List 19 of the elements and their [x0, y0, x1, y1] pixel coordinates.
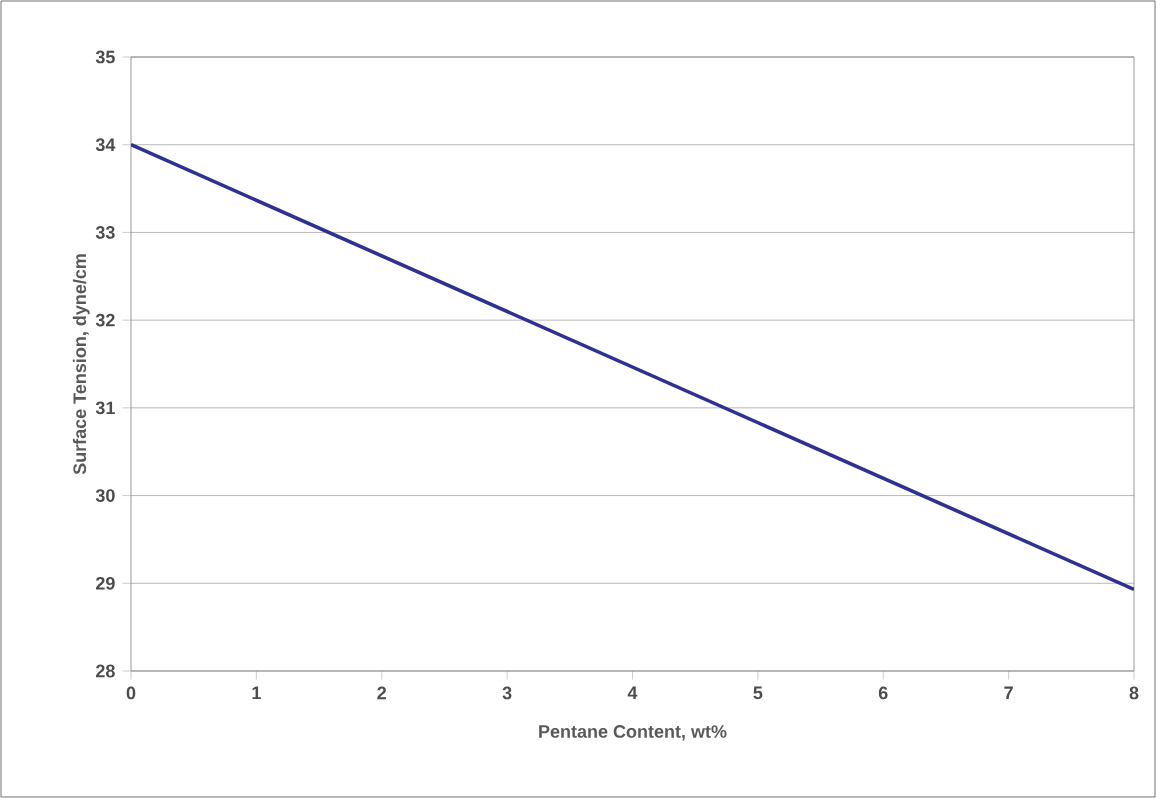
- x-tick-label: 5: [753, 686, 763, 700]
- x-tick-label: 0: [126, 686, 136, 700]
- x-tick-label: 3: [502, 686, 512, 700]
- y-tick-label: 30: [95, 489, 115, 502]
- y-tick-label: 28: [96, 664, 115, 678]
- y-tick-label: 29: [96, 576, 115, 590]
- y-tick-label: 33: [95, 226, 115, 239]
- x-tick-label: 4: [627, 686, 638, 699]
- y-axis-title: Surface Tension, dyne/cm: [72, 254, 90, 475]
- x-tick-label: 7: [1004, 686, 1013, 699]
- y-tick-label: 32: [95, 313, 115, 327]
- x-tick-label: 6: [878, 686, 888, 700]
- y-tick-label: 31: [95, 401, 115, 415]
- x-tick-label: 1: [252, 686, 261, 699]
- y-tick-label: 35: [95, 50, 115, 64]
- y-tick-label: 34: [95, 138, 116, 152]
- x-tick-label: 8: [1129, 686, 1139, 700]
- x-axis-title: Pentane Content, wt%: [539, 725, 727, 741]
- x-tick-label: 2: [377, 686, 387, 700]
